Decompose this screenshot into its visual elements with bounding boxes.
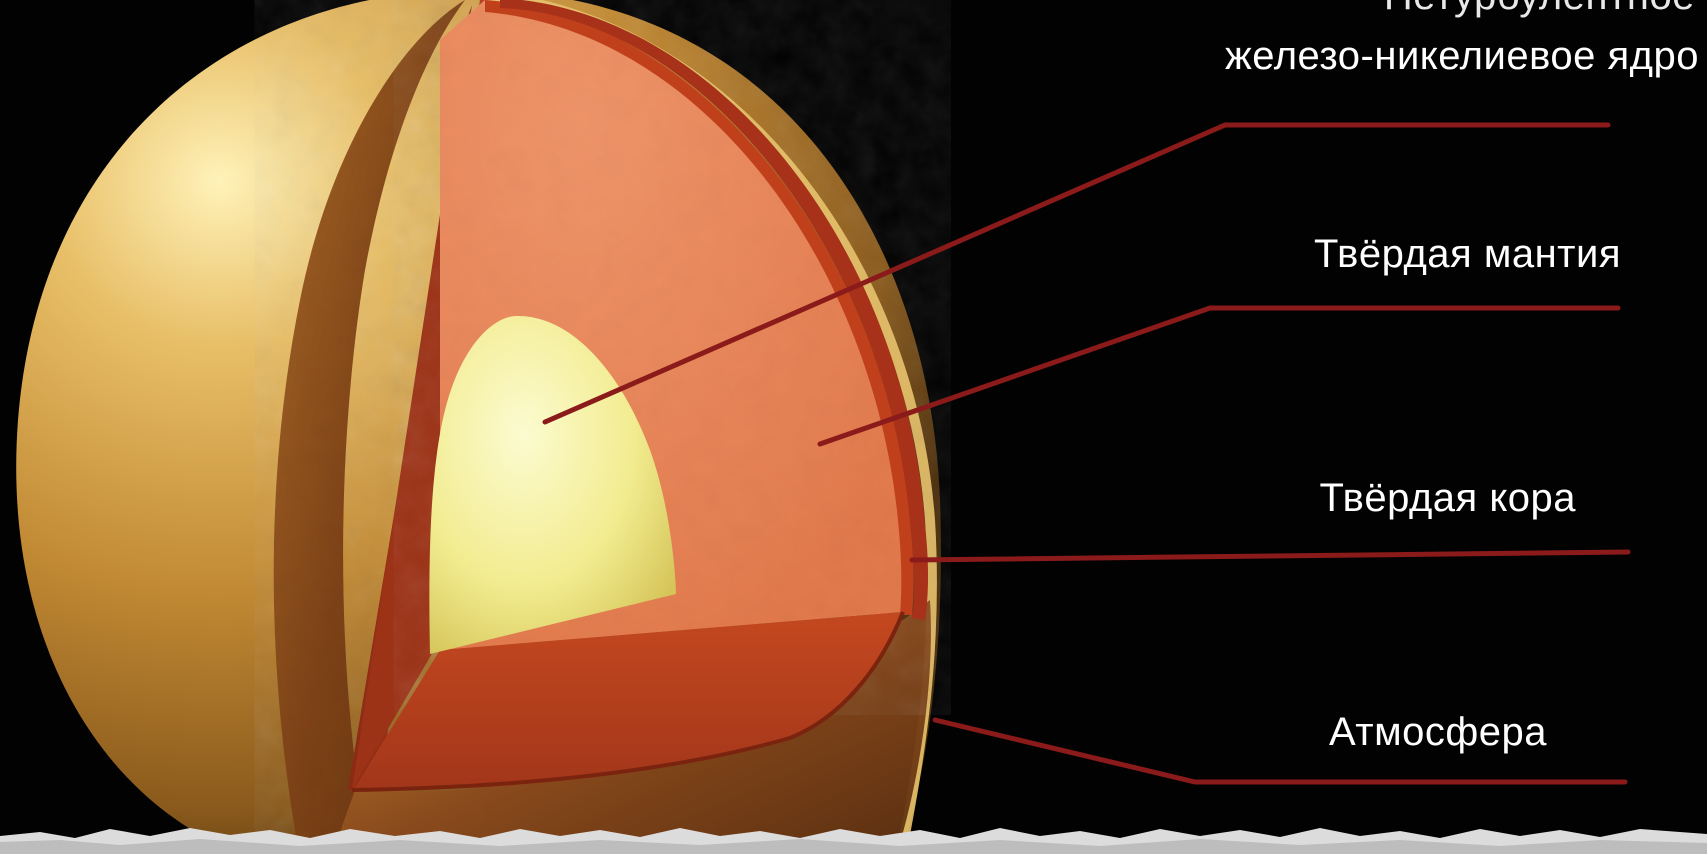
- label-mantle: Твёрдая мантия: [1313, 232, 1621, 276]
- cut-floor-edge: [351, 611, 905, 792]
- leader-line-mantle: [817, 305, 1621, 447]
- torn-paper-shade: [0, 839, 1707, 854]
- label-crust: Твёрдая кора: [1319, 476, 1576, 520]
- core: [429, 315, 676, 654]
- leader-line-core: [542, 122, 1611, 425]
- label-core-line1: Нетурбулентное: [1384, 0, 1695, 16]
- crust-texture: [273, 0, 465, 854]
- leader-line-atmosphere: [932, 717, 1628, 785]
- label-atmosphere: Атмосфера: [1328, 710, 1547, 754]
- leader-line-crust: [909, 549, 1631, 563]
- lower-crust-bowl: [332, 600, 931, 854]
- cut-floor: [352, 612, 903, 792]
- leader-lines: [542, 122, 1631, 785]
- label-core: железо-никелиевое ядро: [1225, 34, 1699, 78]
